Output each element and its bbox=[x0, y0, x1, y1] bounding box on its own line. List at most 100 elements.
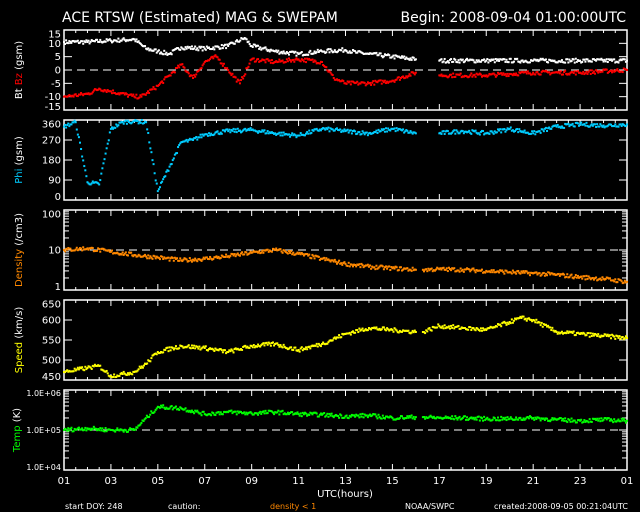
interp-point bbox=[200, 136, 203, 139]
interp-point bbox=[423, 331, 426, 334]
interp-point bbox=[305, 253, 308, 256]
interp-point bbox=[233, 75, 236, 78]
data-point bbox=[250, 345, 253, 347]
interp-point bbox=[96, 249, 99, 252]
interp-point bbox=[84, 41, 87, 44]
interp-point bbox=[346, 416, 349, 419]
interp-point bbox=[525, 319, 528, 322]
interp-point bbox=[188, 257, 191, 260]
interp-point bbox=[204, 59, 207, 62]
interp-point bbox=[443, 268, 446, 271]
interp-point bbox=[371, 132, 374, 135]
interp-point bbox=[318, 344, 321, 347]
interp-point bbox=[161, 180, 164, 183]
interp-point bbox=[601, 58, 604, 61]
interp-point bbox=[452, 324, 455, 327]
interp-point bbox=[512, 72, 515, 75]
interp-point bbox=[179, 406, 182, 409]
interp-point bbox=[490, 326, 493, 329]
interp-point bbox=[225, 67, 228, 70]
interp-point bbox=[105, 249, 108, 252]
interp-point bbox=[407, 57, 410, 60]
interp-point bbox=[319, 49, 322, 52]
interp-point bbox=[286, 348, 289, 351]
interp-point bbox=[93, 427, 96, 430]
interp-point bbox=[316, 48, 319, 51]
interp-point bbox=[471, 75, 474, 78]
interp-point bbox=[476, 269, 479, 272]
interp-point bbox=[247, 65, 250, 68]
interp-point bbox=[376, 328, 379, 331]
interp-point bbox=[160, 351, 163, 354]
interp-point bbox=[522, 61, 525, 64]
interp-point bbox=[574, 73, 577, 76]
interp-point bbox=[69, 94, 72, 97]
interp-point bbox=[566, 123, 569, 126]
interp-point bbox=[84, 169, 87, 172]
data-point bbox=[391, 267, 394, 270]
interp-point bbox=[77, 426, 80, 429]
interp-point bbox=[113, 429, 116, 432]
interp-point bbox=[126, 372, 129, 375]
interp-point bbox=[353, 129, 356, 132]
interp-point bbox=[371, 326, 374, 329]
interp-point bbox=[283, 133, 286, 136]
interp-point bbox=[184, 139, 187, 142]
interp-point bbox=[209, 134, 212, 137]
interp-point bbox=[379, 52, 382, 55]
interp-point bbox=[350, 263, 353, 266]
interp-point bbox=[139, 94, 142, 97]
interp-point bbox=[240, 410, 243, 413]
interp-point bbox=[120, 92, 123, 95]
interp-point bbox=[192, 410, 195, 413]
interp-point bbox=[268, 409, 271, 412]
interp-point bbox=[624, 68, 627, 71]
interp-point bbox=[64, 42, 67, 45]
interp-point bbox=[103, 430, 106, 433]
interp-point bbox=[206, 47, 209, 50]
y-tick-label: 1.0E+04 bbox=[26, 463, 61, 472]
interp-point bbox=[527, 317, 530, 320]
interp-point bbox=[374, 327, 377, 330]
data-point bbox=[391, 329, 394, 331]
interp-point bbox=[588, 125, 591, 128]
interp-point bbox=[153, 352, 156, 355]
interp-point bbox=[598, 58, 601, 61]
footer-density-note: density < 1 bbox=[270, 502, 316, 511]
interp-point bbox=[241, 37, 244, 40]
interp-point bbox=[616, 60, 619, 63]
interp-point bbox=[118, 121, 121, 124]
interp-point bbox=[455, 417, 458, 420]
interp-point bbox=[411, 266, 414, 269]
interp-point bbox=[433, 326, 436, 329]
interp-point bbox=[450, 73, 453, 76]
interp-point bbox=[619, 279, 622, 282]
interp-point bbox=[136, 426, 139, 429]
data-point bbox=[140, 95, 143, 98]
interp-point bbox=[407, 75, 410, 78]
interp-point bbox=[553, 59, 556, 62]
interp-point bbox=[487, 270, 490, 273]
interp-point bbox=[389, 415, 392, 418]
interp-point bbox=[606, 71, 609, 74]
data-point bbox=[227, 411, 230, 414]
interp-point bbox=[289, 59, 292, 62]
interp-point bbox=[369, 327, 372, 330]
interp-point bbox=[281, 59, 284, 62]
interp-point bbox=[151, 257, 154, 260]
interp-point bbox=[75, 428, 78, 431]
interp-point bbox=[92, 89, 95, 92]
interp-point bbox=[289, 346, 292, 349]
data-point bbox=[109, 127, 112, 130]
interp-point bbox=[171, 408, 174, 411]
interp-point bbox=[168, 259, 171, 262]
interp-point bbox=[101, 41, 104, 44]
interp-point bbox=[172, 259, 175, 262]
interp-point bbox=[82, 94, 85, 97]
interp-point bbox=[195, 410, 198, 413]
interp-point bbox=[313, 50, 316, 53]
interp-point bbox=[66, 429, 69, 432]
interp-point bbox=[478, 419, 481, 422]
interp-point bbox=[509, 416, 512, 419]
interp-point bbox=[85, 248, 88, 251]
